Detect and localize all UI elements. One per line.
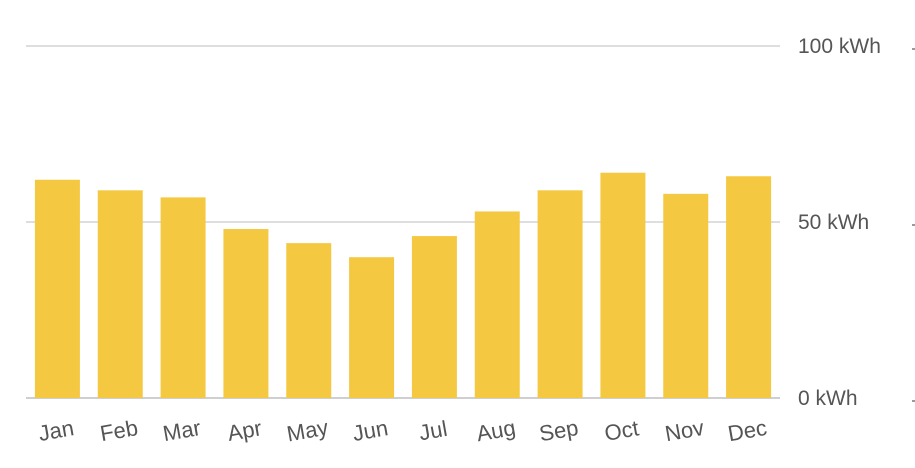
y-tick-label: 0 kWh xyxy=(798,387,858,410)
bar-mar xyxy=(160,197,206,398)
bar-feb xyxy=(97,190,143,398)
y-tick-label: 50 kWh xyxy=(798,211,869,234)
x-tick-label: Mar xyxy=(161,415,203,446)
y-axis: 0 kWh 50 kWh 100 kWh xyxy=(798,35,915,410)
y-tick-label: 100 kWh xyxy=(798,35,881,58)
bar-jan xyxy=(34,179,80,398)
bars-layer xyxy=(34,172,772,398)
bar-dec xyxy=(726,176,772,398)
bar-jul xyxy=(411,236,457,398)
x-tick-label: Apr xyxy=(226,415,264,446)
bar-jun xyxy=(349,257,395,398)
x-tick-label: Sep xyxy=(537,415,580,446)
x-tick-label: Feb xyxy=(98,415,140,446)
bar-may xyxy=(286,243,332,398)
x-tick-label: Jan xyxy=(36,415,75,446)
grid-layer xyxy=(26,45,780,399)
x-axis: Jan Feb Mar Apr May Jun Jul Aug Sep Oct Nov Dec xyxy=(36,415,768,447)
x-tick-label: May xyxy=(285,415,330,447)
bar-apr xyxy=(223,229,269,398)
bar-nov xyxy=(663,193,709,398)
x-tick-label: Dec xyxy=(726,415,769,446)
bar-aug xyxy=(474,211,520,398)
x-tick-label: Jun xyxy=(351,415,390,446)
x-tick-label: Aug xyxy=(474,415,517,446)
bar-sep xyxy=(537,190,583,398)
x-tick-label: Oct xyxy=(603,415,641,446)
bar-oct xyxy=(600,172,646,398)
x-tick-label: Nov xyxy=(663,415,706,446)
x-tick-label: Jul xyxy=(417,416,449,446)
